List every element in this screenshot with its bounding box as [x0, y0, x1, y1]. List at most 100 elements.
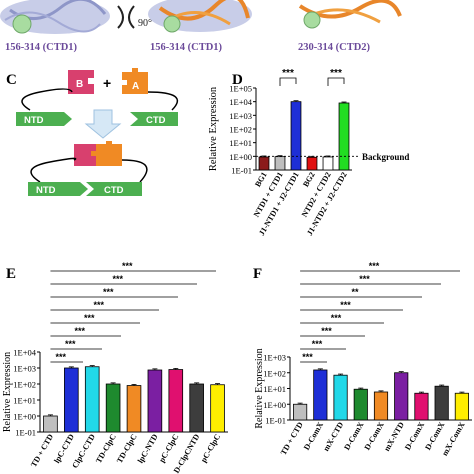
chart-d: 1E+05 1E+04 1E+03 1E+02 1E+01 1E+00 1E-01 Relat… — [208, 68, 409, 237]
category-label: TD + CTD — [29, 432, 55, 468]
bar — [434, 385, 449, 421]
y-tick-label: 1E+00 — [13, 412, 36, 422]
panel-e: E 1E+04 1E+03 1E+02 1E+01 1E+00 1E-01Relative… — [2, 261, 228, 474]
ntd-arrow: NTD — [16, 112, 72, 126]
fused-ntd-label: NTD — [36, 185, 56, 196]
linker-right — [147, 91, 178, 111]
category-label: BG1 — [253, 171, 269, 189]
ctd-arrow: CTD — [130, 112, 178, 126]
block-b: B — [68, 70, 94, 94]
structure-3 — [298, 0, 402, 29]
fused-ctd-label: CTD — [104, 185, 124, 196]
y-axis-label: Relative Expression — [2, 352, 13, 432]
significance-label: *** — [302, 352, 313, 362]
structure-2 — [148, 0, 252, 33]
significance-label: *** — [103, 287, 114, 297]
bar — [454, 392, 469, 421]
significance-label: *** — [55, 352, 66, 362]
significance-label: *** — [122, 261, 133, 271]
block-b-label: B — [76, 79, 83, 90]
bar — [353, 388, 368, 421]
y-tick-label: 1E+02 — [229, 125, 252, 135]
linker-left — [21, 88, 73, 111]
rotation-arrow-icon — [117, 5, 135, 29]
bar — [290, 101, 302, 171]
y-tick-label: 1E+03 — [13, 364, 36, 374]
y-tick-label: 1E+05 — [229, 84, 252, 94]
y-axis-label: Relative Expression — [208, 86, 219, 171]
panel-c: C B + A NTD CTD NTD CTD — [6, 68, 178, 196]
significance-label: *** — [321, 326, 332, 336]
category-label: TD + CTD — [279, 420, 305, 456]
y-tick-label: 1E+00 — [263, 400, 286, 410]
significance-label: *** — [112, 274, 123, 284]
ntd-label: NTD — [24, 115, 44, 126]
y-axis-label: Relative Expression — [254, 348, 265, 428]
significance-label: *** — [65, 339, 76, 349]
y-tick-label: 1E+01 — [13, 396, 36, 406]
significance-label: *** — [359, 274, 370, 284]
significance-label: *** — [369, 261, 380, 271]
category-label: BG2 — [301, 171, 317, 189]
bar — [306, 156, 318, 171]
bar — [43, 415, 58, 433]
panel-e-letter: E — [6, 266, 16, 282]
structure-1 — [0, 0, 110, 34]
fused-complex: NTD CTD — [28, 141, 148, 196]
y-tick-label: 1E+04 — [229, 97, 252, 107]
plus-sign: + — [103, 75, 111, 91]
significance-label: ** — [352, 287, 360, 297]
caption-ctd1-right: 156-314 (CTD1) — [150, 42, 223, 53]
bar — [274, 156, 286, 171]
panel-d: D 1E+05 1E+04 1E+03 1E+02 1E+01 1E+00 1E-01 Rel… — [208, 68, 409, 237]
y-tick-label: 1E-01 — [265, 416, 286, 426]
bar — [373, 391, 389, 421]
bar — [394, 372, 409, 421]
caption-ctd1-left: 156-314 (CTD1) — [5, 42, 78, 53]
bar — [414, 392, 429, 421]
y-tick-label: 1E-01 — [231, 166, 252, 176]
significance-label: *** — [330, 68, 342, 79]
bar — [293, 403, 308, 421]
block-a-label: A — [132, 81, 139, 92]
bar — [126, 385, 142, 433]
bar — [322, 156, 334, 171]
y-tick-label: 1E+03 — [263, 353, 286, 363]
y-tick-label: 1E+03 — [229, 111, 252, 121]
significance-label: *** — [340, 300, 351, 310]
significance-label: *** — [84, 313, 95, 323]
bar — [84, 366, 100, 433]
bar — [210, 384, 225, 433]
rotation-label: 90° — [138, 18, 152, 29]
y-tick-label: 1E+02 — [263, 368, 286, 378]
y-tick-label: 1E+01 — [229, 138, 252, 148]
bar — [333, 374, 348, 421]
background-label: Background — [362, 152, 409, 162]
protein-structures: 90° 156-314 (CTD1) 156-314 (CTD1) 230-31… — [0, 0, 402, 53]
bar — [64, 367, 79, 433]
block-a: A — [122, 68, 148, 94]
y-tick-label: 1E+04 — [13, 348, 36, 358]
category-label: pC-ClpC — [199, 432, 222, 464]
ctd-label: CTD — [146, 115, 166, 126]
bar — [189, 383, 204, 433]
significance-label: *** — [282, 68, 294, 79]
panel-d-letter: D — [232, 72, 243, 88]
y-tick-label: 1E+02 — [13, 380, 36, 390]
significance-bracket — [327, 77, 345, 86]
bar — [258, 156, 270, 171]
panel-f-letter: F — [253, 266, 262, 282]
y-tick-label: 1E+00 — [229, 152, 252, 162]
significance-label: *** — [312, 339, 323, 349]
significance-label: *** — [93, 300, 104, 310]
y-tick-label: 1E-01 — [15, 428, 36, 438]
significance-bracket — [279, 77, 297, 86]
down-arrow-icon — [84, 109, 122, 139]
significance-label: *** — [74, 326, 85, 336]
bar — [105, 383, 121, 433]
significance-label: *** — [331, 313, 342, 323]
panel-c-letter: C — [6, 72, 17, 88]
